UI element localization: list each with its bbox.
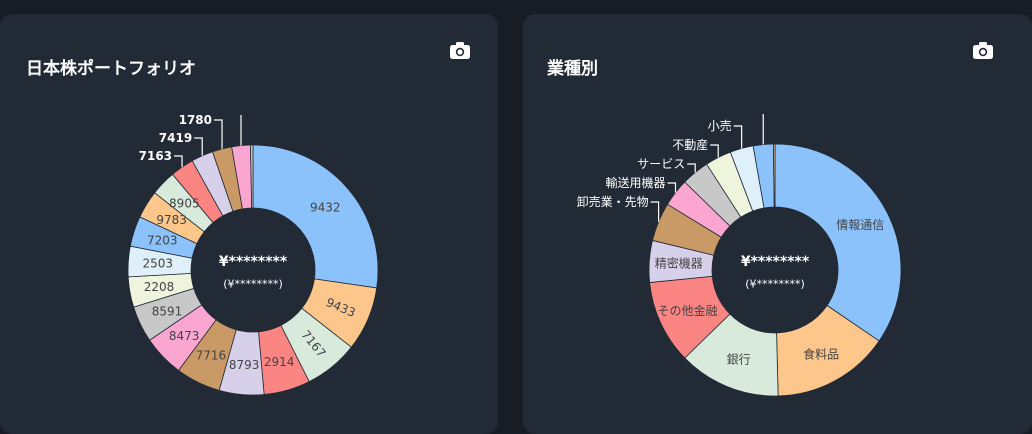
card-title: 日本株ポートフォリオ xyxy=(26,59,196,79)
card-title: 業種別 xyxy=(547,59,598,79)
slice-label: 2208 xyxy=(144,280,175,294)
slice-label: 精密機器 xyxy=(655,255,703,270)
slice-outer-label: 不動産 xyxy=(672,137,708,152)
slice-outer-label: 7419 xyxy=(159,131,192,145)
slice-label: 銀行 xyxy=(727,352,751,366)
leader-line xyxy=(650,201,660,222)
slice-label: 7716 xyxy=(196,349,227,363)
pie-slice[interactable] xyxy=(250,144,254,209)
leader-line xyxy=(710,144,719,158)
slice-label: 8591 xyxy=(152,304,183,318)
leader-line xyxy=(667,182,677,193)
leader-line xyxy=(174,155,183,168)
sector-card: 業種別 情報通信食料品 銀行 その他金融 精密機器 卸売業・先物 輸送用機器 サービス 不動産… xyxy=(523,14,1032,434)
pie-slice[interactable] xyxy=(773,143,776,208)
center-total: ¥******** xyxy=(741,254,810,270)
slice-label: 8905 xyxy=(169,197,200,211)
slice-label: その他金融 xyxy=(658,303,718,318)
pie-slice[interactable] xyxy=(774,143,902,342)
center-subtotal: (¥********) xyxy=(745,278,805,291)
slice-outer-label: 輸送用機器 xyxy=(606,175,666,190)
slice-label: 情報通信 xyxy=(836,218,884,232)
center-subtotal: (¥********) xyxy=(223,278,283,291)
slice-outer-label: 卸売業・先物 xyxy=(577,194,649,209)
camera-icon[interactable] xyxy=(449,40,471,60)
camera-icon[interactable] xyxy=(972,40,994,60)
leader-line xyxy=(733,125,743,149)
slice-label: 7203 xyxy=(147,233,178,247)
slice-outer-label: 7163 xyxy=(139,149,172,163)
slice-label: 8793 xyxy=(229,358,260,372)
leader-line xyxy=(194,137,203,156)
slice-label: 9783 xyxy=(156,213,187,227)
slice-outer-label: 小売 xyxy=(708,118,732,133)
slice-label: 2503 xyxy=(142,256,173,270)
leader-line xyxy=(687,163,696,173)
slice-label: 食料品 xyxy=(803,347,839,362)
leader-line xyxy=(214,119,223,149)
slice-label: 8473 xyxy=(169,329,200,343)
pie-slice[interactable] xyxy=(252,144,379,289)
slice-label: 2914 xyxy=(264,355,295,369)
portfolio-card: 日本株ポートフォリオ 9432 9433 7167 2914 8793 7716 8473 8… xyxy=(0,14,498,434)
slice-outer-label: サービス xyxy=(637,157,685,171)
center-total: ¥******** xyxy=(219,254,288,270)
slice-label: 9432 xyxy=(310,201,341,215)
slice-outer-label: 1780 xyxy=(179,113,212,127)
portfolio-donut-chart: 9432943371672914879377168473859122082503… xyxy=(127,113,379,396)
